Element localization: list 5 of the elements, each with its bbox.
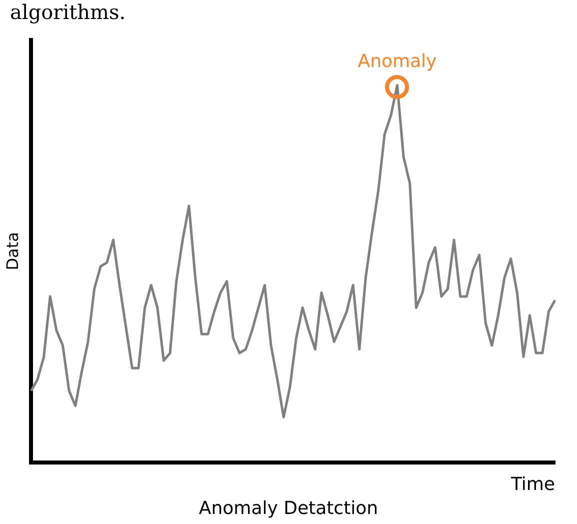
x-axis-title: Time — [510, 474, 555, 495]
text: algorithms. — [10, 0, 126, 24]
annotation: Anomaly — [358, 50, 438, 72]
text: Anomaly Detatction — [198, 498, 380, 519]
y-axis-title: Data — [2, 232, 22, 270]
